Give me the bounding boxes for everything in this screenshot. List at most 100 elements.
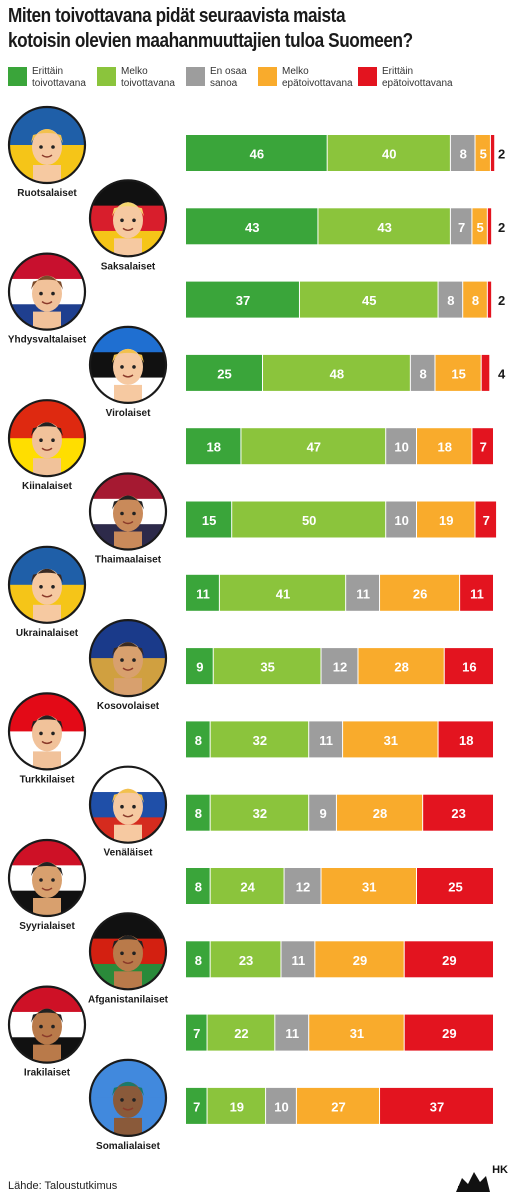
category-label-4: Virolaiset [106, 408, 152, 419]
category-label-1: Ruotsalaiset [17, 188, 77, 199]
data-label-6-2: 50 [302, 513, 316, 528]
bar-segment-7-2 [219, 574, 346, 611]
bar-segment-12-4 [315, 941, 404, 978]
data-label-5-4: 18 [437, 440, 451, 455]
category-label-10: Venäläiset [104, 848, 154, 859]
row-3: Yhdysvaltalaiset 37 45 8 8 2 [8, 252, 505, 346]
legend-swatch-2 [97, 67, 116, 86]
bar-segment-8-2 [213, 648, 321, 685]
data-label-11-4: 31 [362, 880, 376, 895]
data-label-10-4: 28 [373, 806, 387, 821]
data-label-8-3: 12 [333, 660, 347, 675]
bar-segment-2-2 [318, 208, 450, 245]
data-label-3-4: 8 [472, 293, 479, 308]
row-14: Somalialaiset 7 19 10 27 37 [88, 1058, 493, 1152]
data-label-10-1: 8 [195, 806, 202, 821]
bar-segment-11-5 [417, 868, 493, 904]
data-label-10-2: 32 [253, 806, 267, 821]
row-5: Kiinalaiset 18 47 10 18 7 [7, 399, 493, 492]
flag-avatar-6 [90, 473, 166, 550]
bar-segment-14-1 [186, 1087, 207, 1124]
flag-avatar-7 [9, 546, 85, 623]
data-label-11-2: 24 [240, 880, 255, 895]
bar-segment-11-1 [186, 868, 210, 904]
data-label-1-4: 5 [480, 147, 487, 162]
flag-avatar-11 [9, 840, 85, 916]
avatar-ring-12 [88, 912, 168, 991]
data-label-14-4: 27 [331, 1099, 345, 1114]
bar-segment-13-3 [275, 1014, 309, 1051]
data-label-8-1: 9 [196, 660, 203, 675]
data-label-13-1: 7 [193, 1026, 200, 1041]
data-label-12-5: 29 [442, 953, 456, 968]
bar-segment-4-4 [435, 354, 481, 391]
legend-label-4a: Melko [282, 66, 309, 77]
legend-label-1b: toivottavana [32, 78, 86, 89]
bar-segment-2-5 [487, 208, 492, 245]
category-label-5: Kiinalaiset [22, 481, 73, 492]
data-label-12-3: 11 [292, 953, 306, 968]
bar-segment-3-1 [186, 281, 299, 318]
legend-label-2a: Melko [121, 66, 148, 77]
bar-segment-3-2 [299, 281, 438, 318]
bar-segment-13-1 [186, 1014, 207, 1051]
data-label-9-5: 18 [459, 733, 473, 748]
category-label-12: Afganistanilaiset [88, 994, 169, 1005]
flag-avatar-12 [90, 913, 166, 990]
data-label-14-1: 7 [193, 1099, 200, 1114]
data-label-11-3: 12 [296, 880, 310, 895]
bar-segment-2-1 [186, 208, 318, 245]
data-label-14-5: 37 [430, 1099, 444, 1114]
bar-segment-5-5 [472, 428, 493, 465]
data-label-13-5: 29 [442, 1026, 456, 1041]
data-label-14-2: 19 [230, 1099, 244, 1114]
legend-swatch-1 [8, 67, 27, 86]
bar-segment-12-3 [281, 941, 315, 978]
data-label-5-5: 7 [480, 440, 487, 455]
data-label-9-1: 8 [195, 733, 202, 748]
bar-segment-10-1 [186, 794, 210, 831]
flag-avatar-4 [90, 326, 166, 403]
data-label-2-5: 2 [498, 220, 505, 235]
bar-segment-5-4 [417, 428, 472, 465]
bar-segment-14-5 [380, 1087, 493, 1124]
bar-segment-7-4 [380, 574, 460, 611]
data-label-13-3: 11 [285, 1026, 299, 1041]
bar-segment-10-2 [210, 794, 309, 831]
bar-segment-4-3 [410, 354, 435, 391]
bar-segment-3-5 [487, 281, 492, 318]
logo-text: HK [492, 1164, 508, 1176]
row-9: Turkkilaiset 8 32 11 31 18 [7, 692, 493, 785]
flag-avatar-3 [9, 253, 85, 330]
avatar-ring-1 [7, 105, 87, 185]
data-label-7-1: 11 [196, 586, 210, 601]
legend-label-2b: toivottavana [121, 78, 175, 89]
data-label-9-4: 31 [384, 733, 398, 748]
bar-segment-7-1 [186, 574, 219, 611]
avatar-ring-2 [88, 179, 168, 258]
bar-segment-12-5 [404, 941, 493, 978]
data-label-12-1: 8 [195, 953, 202, 968]
data-label-2-2: 43 [377, 220, 391, 235]
source-note: Lähde: Taloustutkimus [8, 1180, 118, 1192]
bar-segment-8-4 [358, 648, 444, 685]
bar-segment-8-1 [186, 648, 213, 685]
avatar-ring-11 [7, 838, 87, 918]
legend-label-5b: epätoivottavana [382, 78, 453, 89]
bar-segment-10-3 [309, 794, 336, 831]
bar-segment-1-2 [327, 135, 450, 171]
bar-segment-7-5 [460, 574, 493, 611]
bar-segment-9-1 [186, 721, 210, 758]
data-label-8-5: 16 [462, 660, 476, 675]
data-label-10-5: 23 [451, 806, 465, 821]
row-10: Venäläiset 8 32 9 28 23 [88, 765, 493, 859]
flag-avatar-8 [90, 620, 166, 697]
bar-segment-6-1 [186, 501, 232, 538]
data-label-14-3: 10 [274, 1099, 288, 1114]
bar-segment-10-4 [336, 794, 423, 831]
bar-segment-10-5 [423, 794, 493, 831]
data-label-6-1: 15 [202, 513, 216, 528]
category-label-13: Irakilaiset [24, 1068, 71, 1079]
bar-segment-1-4 [475, 135, 490, 171]
logo-icon [456, 1172, 490, 1192]
